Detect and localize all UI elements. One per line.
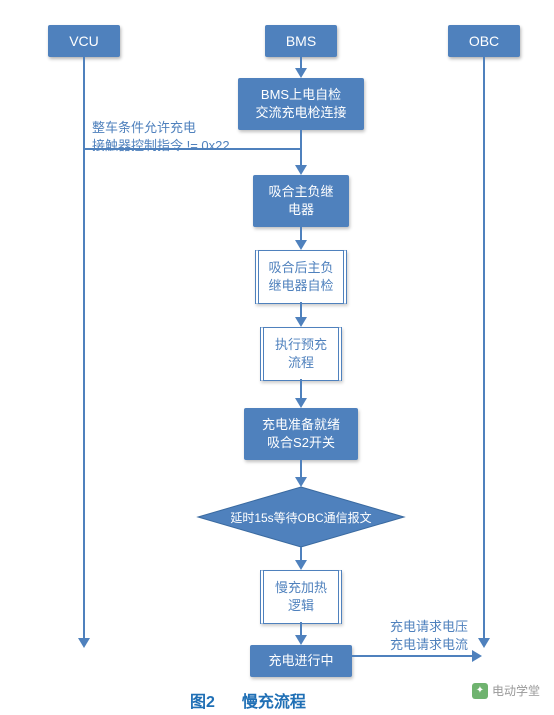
caption-index: 图2 [190, 694, 215, 711]
lane-label: OBC [469, 33, 499, 49]
node-text-line: 交流充电枪连接 [244, 104, 358, 122]
annotation-line: 充电请求电流 [390, 636, 468, 654]
node-bms-selfcheck: BMS上电自检 交流充电枪连接 [238, 78, 364, 130]
annotation-line: 整车条件允许充电 [92, 119, 230, 137]
connector-n1-n2 [300, 128, 302, 168]
figure-caption: 图2 慢充流程 [190, 688, 306, 712]
node-text-line: 流程 [268, 354, 334, 372]
lane-header-bms: BMS [265, 25, 337, 57]
arrow-n1-in [295, 68, 307, 78]
lane-header-obc: OBC [448, 25, 520, 57]
decision-text: 延时15s等待OBC通信报文 [196, 485, 406, 549]
node-text-line: 慢充加热 [268, 579, 334, 597]
annotation-charge-request: 充电请求电压 充电请求电流 [390, 618, 468, 654]
lane-label: BMS [286, 33, 316, 49]
node-text-line: BMS上电自检 [244, 86, 358, 104]
arrow-n2-in [295, 165, 307, 175]
arrow-n5-in [295, 398, 307, 408]
node-text-line: 吸合后主负 [263, 259, 339, 277]
node-text: 充电进行中 [268, 653, 333, 668]
msg-bms-to-obc [352, 655, 474, 657]
node-charging: 充电进行中 [250, 645, 352, 677]
arrow-n6-in [295, 560, 307, 570]
annotation-line: 充电请求电压 [390, 618, 468, 636]
arrow-n7-in [295, 635, 307, 645]
node-text-line: 执行预充 [268, 336, 334, 354]
watermark-text: 电动学堂 [492, 682, 540, 699]
node-text-line: 充电准备就绪 [250, 416, 352, 434]
arrow-vcu-end [78, 638, 90, 648]
caption-title: 慢充流程 [242, 694, 306, 711]
node-slow-heat-logic: 慢充加热 逻辑 [260, 570, 342, 624]
arrow-n4-in [295, 317, 307, 327]
lane-header-vcu: VCU [48, 25, 120, 57]
node-s2-switch: 充电准备就绪 吸合S2开关 [244, 408, 358, 460]
wechat-icon: ✦ [472, 683, 488, 699]
lane-label: VCU [69, 33, 99, 49]
flowchart-container: VCU BMS OBC BMS上电自检 交流充电枪连接 整车条件允许充电 接触器… [0, 0, 554, 715]
node-close-main-relay: 吸合主负继 电器 [253, 175, 349, 227]
node-text-line: 逻辑 [268, 597, 334, 615]
node-text-line: 吸合主负继 [259, 183, 343, 201]
node-text-line: 电器 [259, 201, 343, 219]
lifeline-vcu [83, 57, 85, 640]
arrow-obc-msg [472, 650, 482, 662]
node-precharge: 执行预充 流程 [260, 327, 342, 381]
node-text-line: 吸合S2开关 [250, 434, 352, 452]
arrow-obc-end [478, 638, 490, 648]
annotation-line: 接触器控制指令 != 0x22 [92, 137, 230, 155]
arrow-n3-in [295, 240, 307, 250]
decision-wait-obc: 延时15s等待OBC通信报文 [196, 485, 406, 549]
node-relay-selfcheck: 吸合后主负 继电器自检 [255, 250, 347, 304]
watermark: ✦ 电动学堂 [472, 682, 540, 699]
annotation-vcu-condition: 整车条件允许充电 接触器控制指令 != 0x22 [92, 119, 230, 155]
lifeline-obc [483, 57, 485, 640]
node-text-line: 继电器自检 [263, 277, 339, 295]
